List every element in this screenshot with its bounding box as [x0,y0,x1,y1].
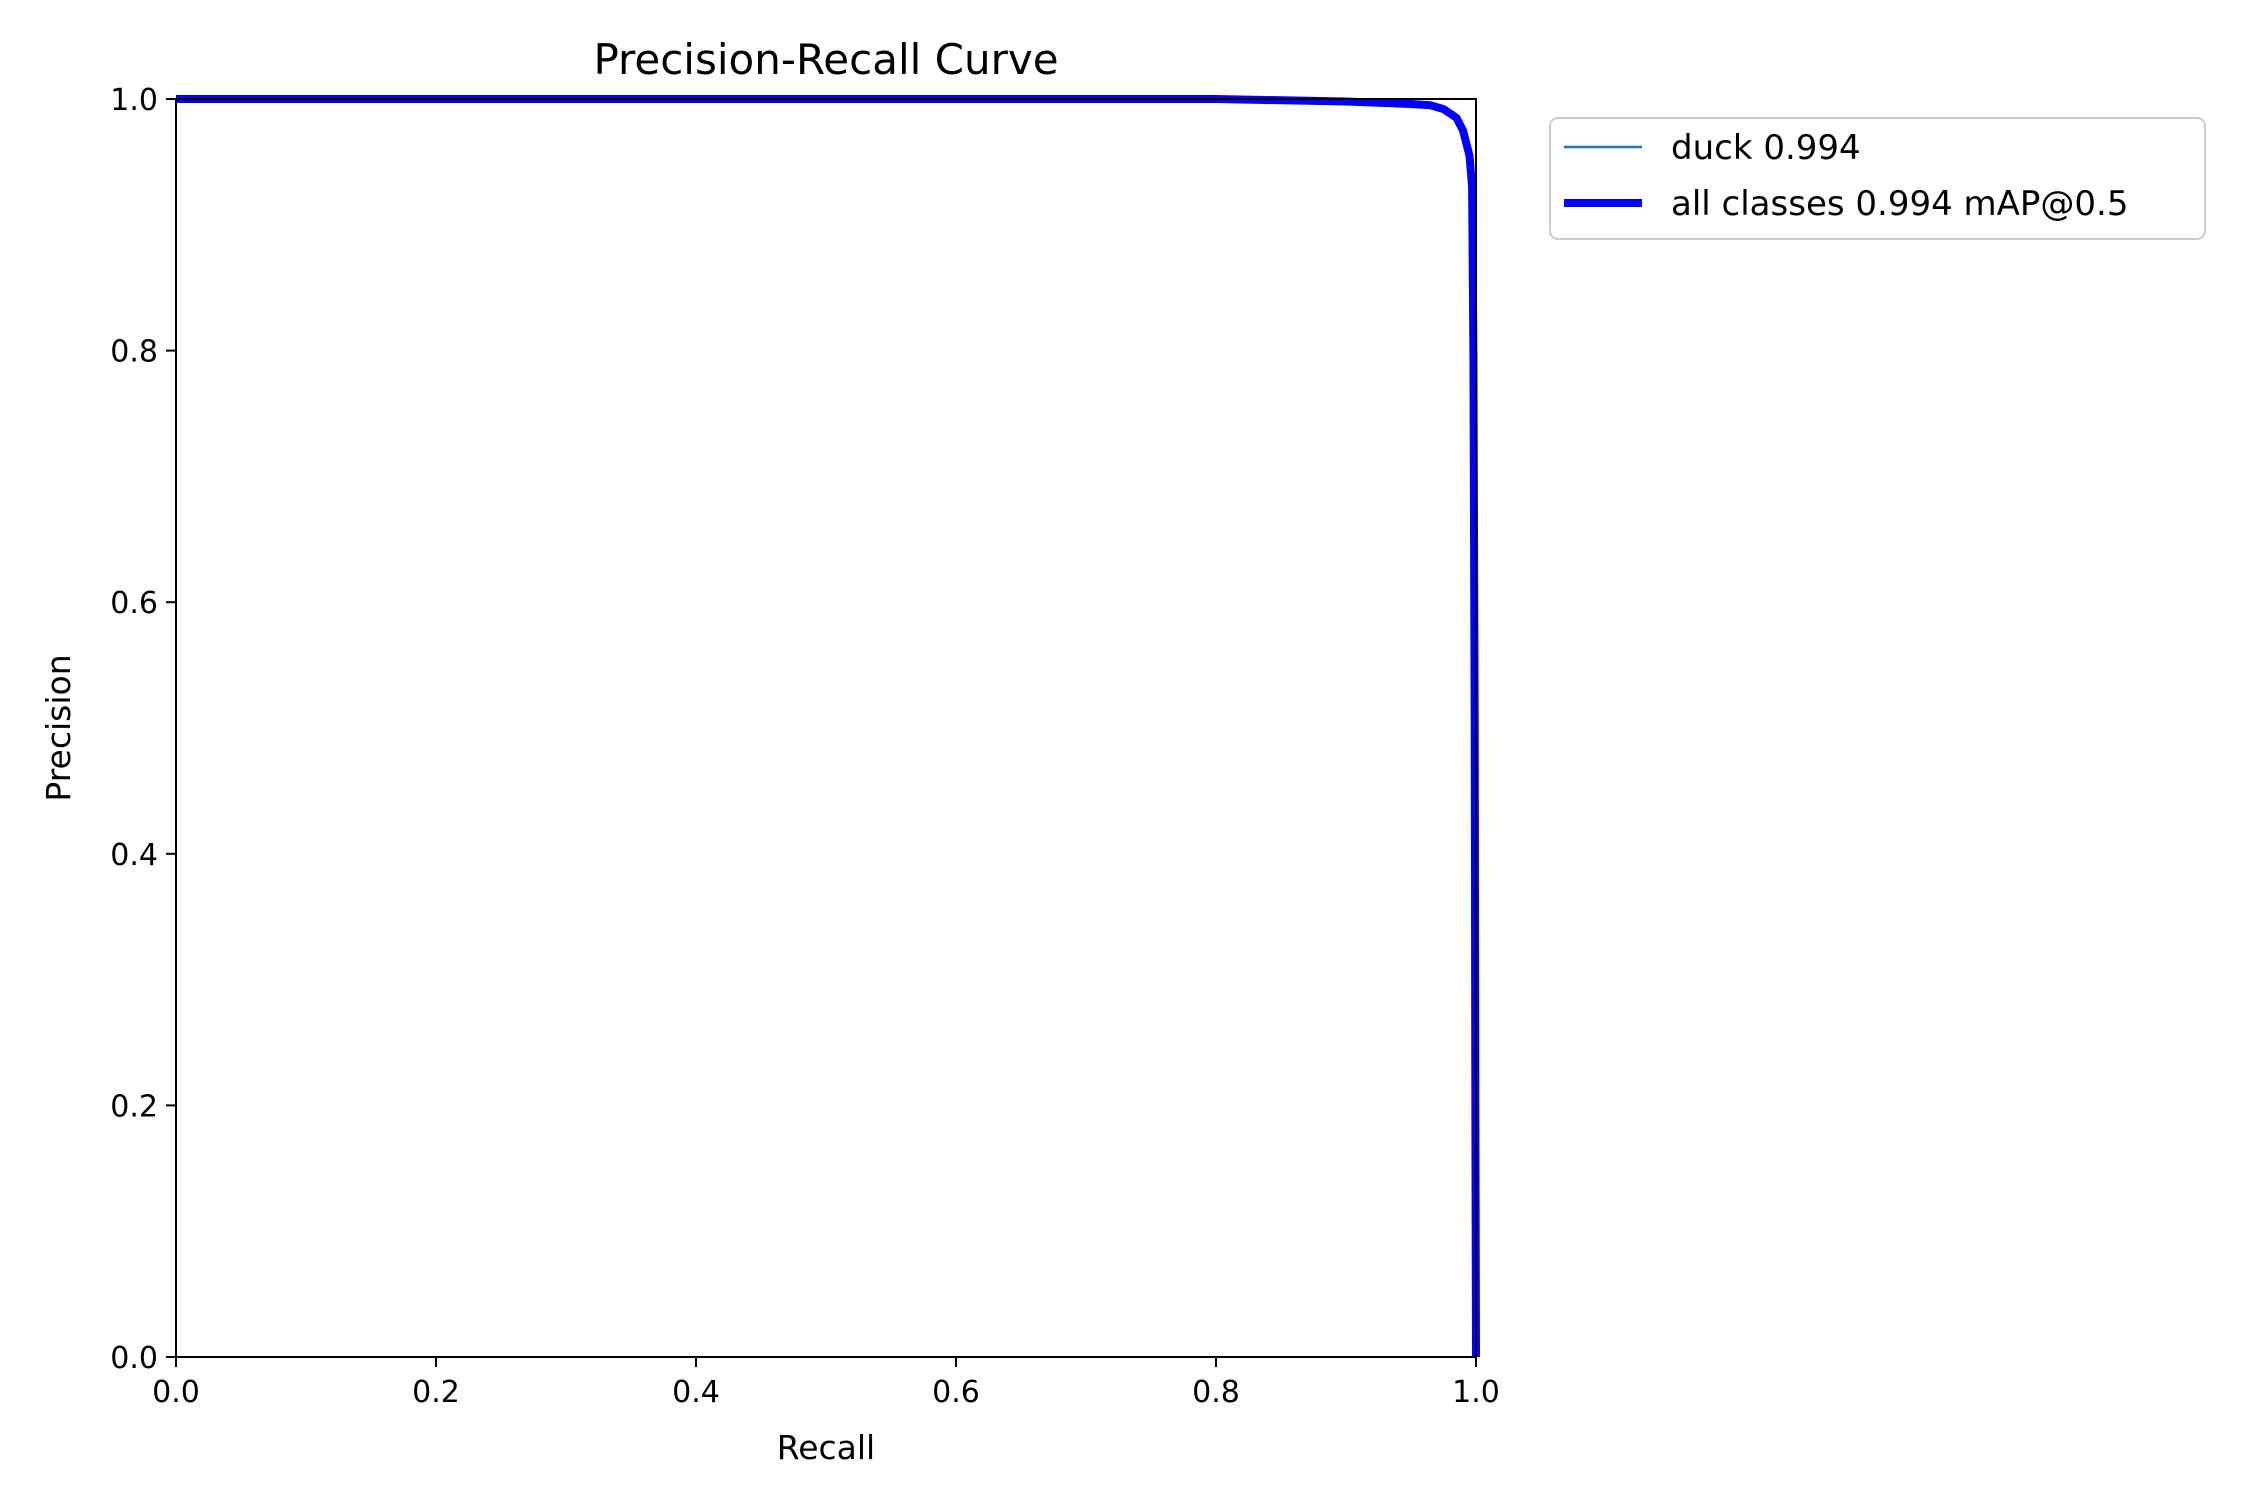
y-tick-label-3: 0.6 [110,586,158,621]
y-axis-ticks: 0.0 0.2 0.4 0.6 0.8 1.0 [110,83,176,1376]
plot-frame [175,98,1477,1358]
legend-label-duck: duck 0.994 [1671,128,1861,168]
x-tick-label-3: 0.6 [932,1375,980,1410]
y-tick-label-5: 1.0 [110,83,158,118]
x-tick-label-5: 1.0 [1452,1375,1500,1410]
y-axis-label: Precision [39,654,78,801]
legend: duck 0.994 all classes 0.994 mAP@0.5 [1549,117,2206,240]
y-tick-label-1: 0.2 [110,1089,158,1124]
x-tick-label-2: 0.4 [672,1375,720,1410]
y-tick-label-2: 0.4 [110,838,158,873]
x-axis-label: Recall [777,1428,875,1467]
x-tick-label-4: 0.8 [1192,1375,1240,1410]
legend-box [1549,117,2206,240]
x-axis-ticks: 0.0 0.2 0.4 0.6 0.8 1.0 [152,1357,1500,1410]
plot-area [175,95,1480,1358]
legend-label-all-classes: all classes 0.994 mAP@0.5 [1671,184,2128,224]
y-tick-label-4: 0.8 [110,335,158,370]
x-tick-label-1: 0.2 [412,1375,460,1410]
chart-title: Precision-Recall Curve [593,35,1058,84]
y-tick-label-0: 0.0 [110,1341,158,1376]
x-tick-label-0: 0.0 [152,1375,200,1410]
